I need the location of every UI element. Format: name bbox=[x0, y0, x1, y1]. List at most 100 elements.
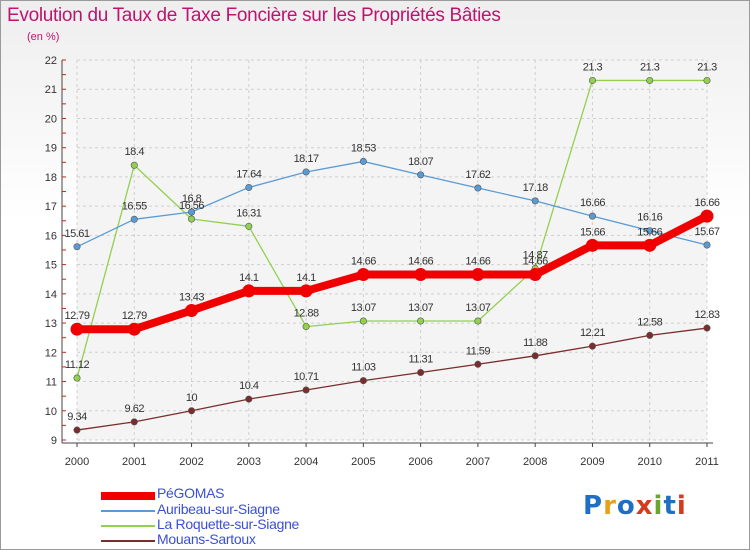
data-label: 16.16 bbox=[637, 212, 662, 224]
data-point bbox=[474, 184, 482, 192]
data-point bbox=[302, 386, 310, 394]
data-point bbox=[359, 377, 367, 385]
data-point bbox=[588, 212, 596, 220]
data-point bbox=[474, 360, 482, 368]
data-point bbox=[703, 241, 711, 249]
series-line-3 bbox=[76, 327, 708, 431]
x-tick-label: 2010 bbox=[637, 456, 661, 468]
legend-swatch-mouans bbox=[101, 540, 155, 542]
x-tick-label: 2005 bbox=[351, 456, 375, 468]
data-label: 12.21 bbox=[580, 327, 605, 339]
data-label: 16.66 bbox=[580, 197, 605, 209]
data-label: 10.4 bbox=[239, 380, 259, 392]
data-point bbox=[73, 374, 81, 382]
data-point bbox=[643, 238, 657, 252]
data-point bbox=[70, 322, 84, 336]
data-point bbox=[359, 317, 367, 325]
data-point bbox=[703, 76, 711, 84]
data-label: 12.79 bbox=[122, 310, 147, 322]
y-tick-label: 21 bbox=[45, 84, 57, 96]
data-label: 16.55 bbox=[122, 200, 147, 212]
series-line-0 bbox=[77, 212, 709, 334]
data-label: 17.18 bbox=[523, 182, 548, 194]
data-label: 14.1 bbox=[296, 272, 316, 284]
y-tick-label: 16 bbox=[45, 230, 57, 242]
data-point bbox=[130, 418, 138, 426]
series-line-1 bbox=[76, 160, 708, 248]
y-tick-label: 18 bbox=[45, 172, 57, 184]
y-tick-label: 19 bbox=[45, 143, 57, 155]
data-point bbox=[646, 76, 654, 84]
legend-swatch-pegomas bbox=[101, 492, 155, 500]
data-label: 13.07 bbox=[351, 302, 376, 314]
data-label: 15.61 bbox=[64, 228, 89, 240]
y-tick-label: 22 bbox=[45, 55, 57, 67]
data-label: 12.88 bbox=[294, 308, 319, 320]
data-label: 18.53 bbox=[351, 142, 376, 154]
data-label: 10.71 bbox=[294, 371, 319, 383]
data-point bbox=[703, 324, 711, 332]
x-tick-label: 2001 bbox=[122, 456, 146, 468]
data-label: 14.1 bbox=[239, 272, 259, 284]
data-point bbox=[302, 323, 310, 331]
chart-title: Evolution du Taux de Taxe Foncière sur l… bbox=[7, 5, 501, 26]
data-point bbox=[302, 168, 310, 176]
data-label: 18.07 bbox=[408, 156, 433, 168]
data-point bbox=[588, 342, 596, 350]
data-label: 13.07 bbox=[408, 302, 433, 314]
data-point bbox=[588, 76, 596, 84]
data-point bbox=[474, 317, 482, 325]
x-tick-label: 2002 bbox=[179, 456, 203, 468]
y-tick-label: 11 bbox=[46, 377, 57, 389]
legend-label-pegomas: PéGOMAS bbox=[157, 485, 225, 501]
data-point bbox=[130, 161, 138, 169]
x-tick-label: 2008 bbox=[523, 456, 547, 468]
data-point bbox=[127, 322, 141, 336]
data-point bbox=[73, 243, 81, 251]
data-label: 21.3 bbox=[697, 61, 717, 73]
chart-subtitle: (en %) bbox=[27, 31, 60, 43]
y-tick-label: 14 bbox=[45, 289, 57, 301]
data-label: 21.3 bbox=[583, 61, 603, 73]
data-label: 14.66 bbox=[465, 256, 490, 268]
legend-label-auribeau: Auribeau-sur-Siagne bbox=[157, 501, 280, 517]
data-point bbox=[245, 395, 253, 403]
data-point bbox=[646, 331, 654, 339]
data-label: 16.8 bbox=[182, 193, 202, 205]
data-label: 14.66 bbox=[523, 256, 548, 268]
data-point bbox=[700, 209, 714, 223]
data-label: 15.66 bbox=[637, 226, 662, 238]
x-tick-label: 2009 bbox=[580, 456, 604, 468]
data-label: 10 bbox=[186, 392, 198, 404]
data-label: 11.59 bbox=[466, 345, 491, 357]
data-point bbox=[188, 407, 196, 415]
data-label: 13.07 bbox=[465, 302, 490, 314]
data-label: 16.66 bbox=[694, 197, 719, 209]
legend-swatch-roquette bbox=[101, 525, 155, 527]
data-label: 16.56 bbox=[179, 200, 204, 212]
x-tick-label: 2000 bbox=[65, 456, 89, 468]
y-tick-label: 9 bbox=[51, 435, 57, 447]
data-point bbox=[359, 157, 367, 165]
data-point bbox=[185, 304, 199, 318]
x-tick-label: 2006 bbox=[408, 456, 432, 468]
legend-label-roquette: La Roquette-sur-Siagne bbox=[157, 516, 300, 532]
data-point bbox=[299, 284, 313, 298]
data-point bbox=[585, 238, 599, 252]
legend-label-mouans: Mouans-Sartoux bbox=[157, 531, 256, 547]
data-point bbox=[414, 268, 428, 282]
x-tick-label: 2011 bbox=[695, 456, 719, 468]
data-label: 14.66 bbox=[351, 256, 376, 268]
data-point bbox=[73, 426, 81, 434]
legend-swatch-auribeau bbox=[101, 510, 155, 512]
data-label: 9.34 bbox=[67, 411, 87, 423]
y-tick-label: 20 bbox=[45, 113, 57, 125]
x-tick-label: 2003 bbox=[237, 456, 261, 468]
data-label: 14.66 bbox=[408, 256, 433, 268]
data-label: 17.62 bbox=[465, 169, 490, 181]
data-label: 21.3 bbox=[640, 61, 660, 73]
x-tick-label: 2007 bbox=[466, 456, 490, 468]
data-point bbox=[646, 227, 654, 235]
